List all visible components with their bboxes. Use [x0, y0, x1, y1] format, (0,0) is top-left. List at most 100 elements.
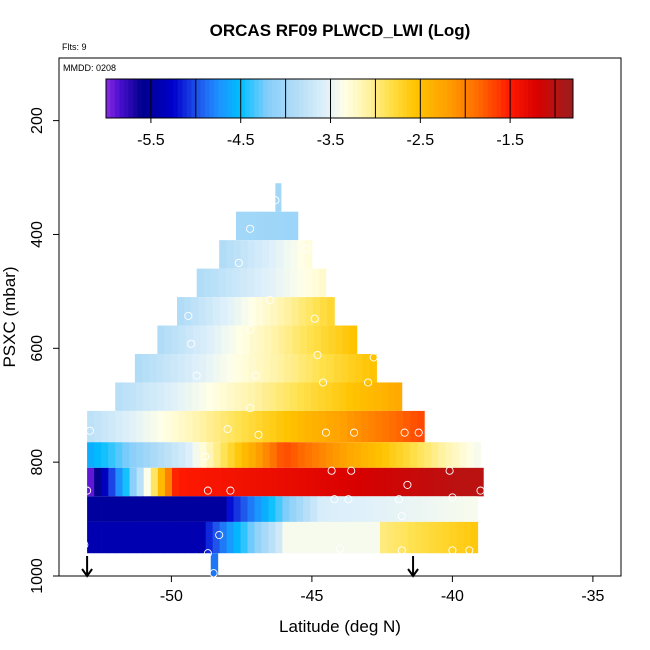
date-note: MMDD: 0208 [63, 63, 116, 73]
heatmap-cell [157, 442, 165, 468]
heatmap-cell [87, 442, 95, 468]
heatmap-cell [363, 467, 371, 497]
heatmap-cell [312, 297, 321, 326]
heatmap-cell [128, 521, 137, 554]
heatmap-cell [240, 240, 249, 269]
heatmap-cell [129, 442, 137, 468]
heatmap-cell [210, 553, 219, 576]
heatmap-cell [338, 382, 347, 411]
heatmap-cell [249, 211, 258, 241]
heatmap-cell [325, 442, 334, 468]
heatmap-cell [206, 410, 214, 443]
heatmap-cell [366, 382, 375, 411]
observation-circles [80, 196, 485, 578]
x-tick-label: -45 [300, 588, 323, 605]
heatmap-cell [171, 410, 179, 443]
heatmap-cell [192, 410, 200, 443]
colorbar-segment [442, 79, 448, 118]
heatmap-cell [328, 325, 336, 354]
heatmap-cell [410, 410, 418, 443]
colorbar-segment [514, 79, 520, 118]
observation-circle [254, 430, 263, 439]
heatmap-cell [247, 496, 255, 522]
colorbar-segment [415, 79, 421, 118]
colorbar-segment [290, 79, 295, 118]
heatmap-cell [303, 521, 311, 554]
heatmap-cell [332, 410, 341, 443]
heatmap-cell [311, 268, 320, 298]
colorbar-segment [191, 79, 197, 118]
heatmap-cell [275, 268, 284, 298]
heatmap-cell [191, 297, 199, 326]
heatmap-cell [94, 521, 102, 554]
heatmap-cell [299, 467, 307, 497]
heatmap-cell [205, 496, 214, 522]
heatmap-cell [233, 240, 241, 269]
heatmap-cell [442, 521, 451, 554]
heatmap-cell [163, 521, 172, 554]
heatmap-cell [198, 297, 207, 326]
observation-circle [344, 495, 353, 504]
heatmap-cell [275, 183, 282, 212]
heatmap-cell [435, 496, 444, 522]
heatmap-cell [178, 410, 186, 443]
observation-circle [310, 314, 319, 323]
heatmap-cell [143, 467, 152, 497]
heatmap-cell [136, 442, 144, 468]
colorbar-segment [402, 79, 408, 118]
heatmap-cell [312, 354, 321, 383]
heatmap-cell [298, 354, 306, 383]
colorbar: -5.5 -4.5 -3.5 -2.5 -1.5 [105, 78, 574, 149]
colorbar-segment [195, 79, 201, 118]
heatmap-cell [240, 521, 248, 554]
heatmap-cell [121, 521, 130, 554]
observation-circle [80, 540, 89, 549]
colorbar-segment [393, 79, 399, 118]
colorbar-segment [550, 79, 556, 118]
heatmap-cell [380, 382, 389, 411]
heatmap-cell [366, 521, 374, 554]
colorbar-segment [285, 79, 291, 118]
heatmap-cell [240, 496, 248, 522]
heatmap-cell [241, 410, 250, 443]
heatmap-cell [101, 496, 109, 522]
heatmap-cell [463, 496, 472, 522]
y-tick-label: 800 [29, 449, 46, 476]
heatmap-cell [299, 325, 308, 354]
heatmap-cell [143, 442, 151, 468]
observation-circle [319, 378, 328, 387]
heatmap-cell [207, 467, 215, 497]
heatmap-cell [256, 211, 264, 241]
heatmap-cell [262, 410, 271, 443]
colorbar-segment [528, 79, 533, 118]
heatmap-cell [134, 354, 143, 383]
heatmap-cell [101, 410, 109, 443]
colorbar-segment [559, 79, 565, 118]
heatmap-cell [414, 521, 423, 554]
heatmap-cell [199, 442, 207, 468]
colorbar-segment [168, 79, 174, 118]
heatmap-cell [248, 297, 257, 326]
colorbar-segment [339, 79, 345, 118]
colorbar-segment [236, 79, 242, 118]
heatmap-cell [256, 467, 265, 497]
heatmap-cell [248, 410, 257, 443]
heatmap-cell [306, 325, 315, 354]
observation-circle [184, 311, 193, 320]
heatmap-cell [304, 268, 312, 298]
heatmap-cell [185, 442, 193, 468]
heatmap-cell [87, 410, 95, 443]
heatmap-cells [87, 183, 484, 576]
heatmap-cell [248, 354, 257, 383]
colorbar-segment [384, 79, 390, 118]
heatmap-cell [359, 382, 368, 411]
heatmap-cell [290, 268, 298, 298]
colorbar-segment [110, 79, 116, 118]
colorbar-segment [447, 79, 453, 118]
heatmap-cell [355, 354, 363, 383]
heatmap-cell [178, 382, 186, 411]
heatmap-cell [366, 496, 374, 522]
heatmap-cell [368, 442, 376, 468]
heatmap-cell [142, 496, 151, 522]
heatmap-cell [142, 521, 151, 554]
